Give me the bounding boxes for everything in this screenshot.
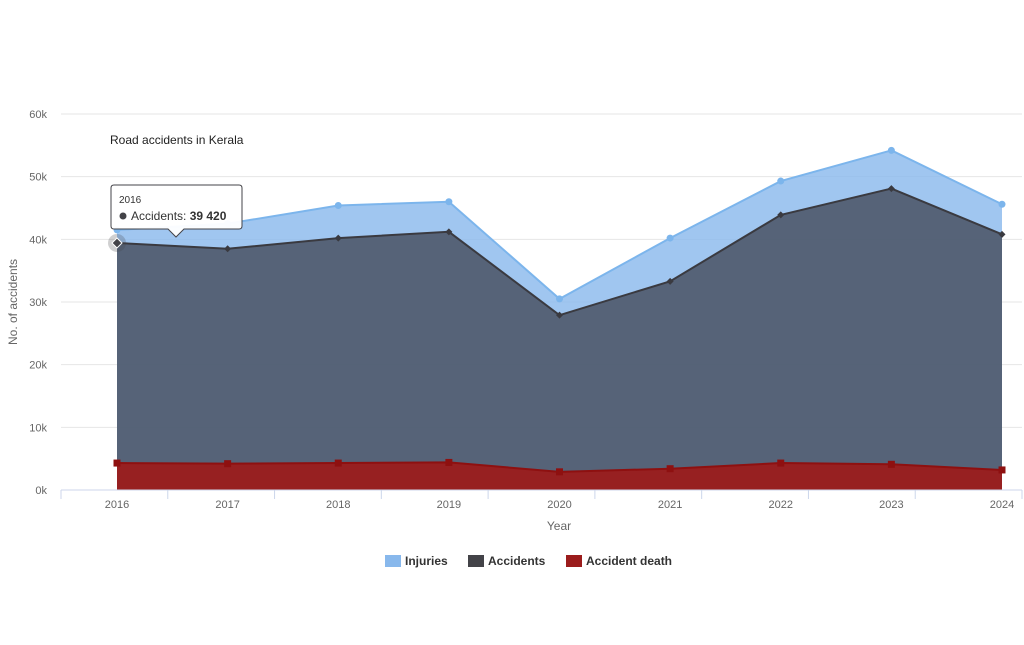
- x-tick-label: 2022: [769, 499, 793, 511]
- data-point[interactable]: [666, 277, 674, 285]
- legend-item-accidents[interactable]: Accidents: [468, 554, 546, 568]
- data-point[interactable]: [777, 459, 785, 467]
- data-point[interactable]: [666, 465, 674, 473]
- legend-label: Accident death: [586, 554, 672, 568]
- data-point[interactable]: [998, 466, 1006, 474]
- legend-swatch: [385, 555, 401, 567]
- data-point[interactable]: [445, 228, 453, 236]
- data-point[interactable]: [777, 177, 785, 185]
- data-point[interactable]: [998, 200, 1006, 208]
- data-point[interactable]: [887, 460, 895, 468]
- series-layer: [108, 146, 1006, 490]
- x-tick-label: 2016: [105, 499, 129, 511]
- data-point[interactable]: [445, 198, 453, 206]
- tooltip-category: 2016: [119, 195, 142, 206]
- data-point[interactable]: [887, 146, 895, 154]
- data-point[interactable]: [666, 234, 674, 242]
- chart-title: Road accidents in Kerala: [110, 133, 244, 147]
- data-point[interactable]: [113, 459, 121, 467]
- y-tick-label: 30k: [29, 297, 47, 309]
- data-point[interactable]: [998, 230, 1006, 238]
- data-point[interactable]: [334, 201, 342, 209]
- y-tick-label: 60k: [29, 109, 47, 121]
- series-accident-death: [113, 458, 1006, 490]
- y-axis-title: No. of accidents: [6, 259, 20, 345]
- x-tick-label: 2017: [215, 499, 239, 511]
- data-point[interactable]: [334, 234, 342, 242]
- legend-item-accident-death[interactable]: Accident death: [566, 554, 672, 568]
- series-area: [117, 188, 1002, 490]
- y-tick-label: 40k: [29, 234, 47, 246]
- hovered-point[interactable]: [111, 237, 123, 249]
- tooltip-series-dot: [119, 212, 127, 220]
- legend-label: Accidents: [488, 554, 546, 568]
- legend-swatch: [468, 555, 484, 567]
- tooltip-box: [110, 184, 243, 238]
- data-point[interactable]: [777, 211, 785, 219]
- data-point[interactable]: [224, 245, 232, 253]
- data-point[interactable]: [224, 460, 232, 468]
- data-point[interactable]: [556, 311, 563, 319]
- data-point[interactable]: [556, 468, 563, 476]
- x-tick-label: 2021: [658, 499, 682, 511]
- data-point[interactable]: [556, 295, 563, 303]
- data-point[interactable]: [334, 459, 342, 467]
- y-tick-label: 0k: [35, 485, 47, 497]
- data-point[interactable]: [887, 185, 895, 193]
- y-tick-label: 10k: [29, 422, 47, 434]
- legend-item-injuries[interactable]: Injuries: [385, 554, 448, 568]
- tooltip: 2016 Accidents: 39 420: [110, 184, 243, 238]
- series-accidents: [113, 185, 1006, 490]
- x-axis-title: Year: [547, 519, 571, 533]
- data-point[interactable]: [445, 458, 453, 466]
- x-tick-label: 2024: [990, 499, 1014, 511]
- tooltip-value: Accidents: 39 420: [131, 209, 227, 223]
- series-area: [117, 462, 1002, 490]
- y-tick-label: 20k: [29, 360, 47, 372]
- y-tick-label: 50k: [29, 172, 47, 184]
- x-tick-label: 2019: [437, 499, 461, 511]
- x-tick-label: 2018: [326, 499, 350, 511]
- axes: 0k 10k 20k 30k 40k 50k 60k 2016 2017 2018 2019 2020…: [29, 109, 1023, 511]
- x-tick-label: 2020: [547, 499, 571, 511]
- legend-label: Injuries: [405, 554, 448, 568]
- x-tick-label: 2023: [879, 499, 903, 511]
- legend-swatch: [566, 555, 582, 567]
- legend: Injuries Accidents Accident death: [385, 554, 672, 568]
